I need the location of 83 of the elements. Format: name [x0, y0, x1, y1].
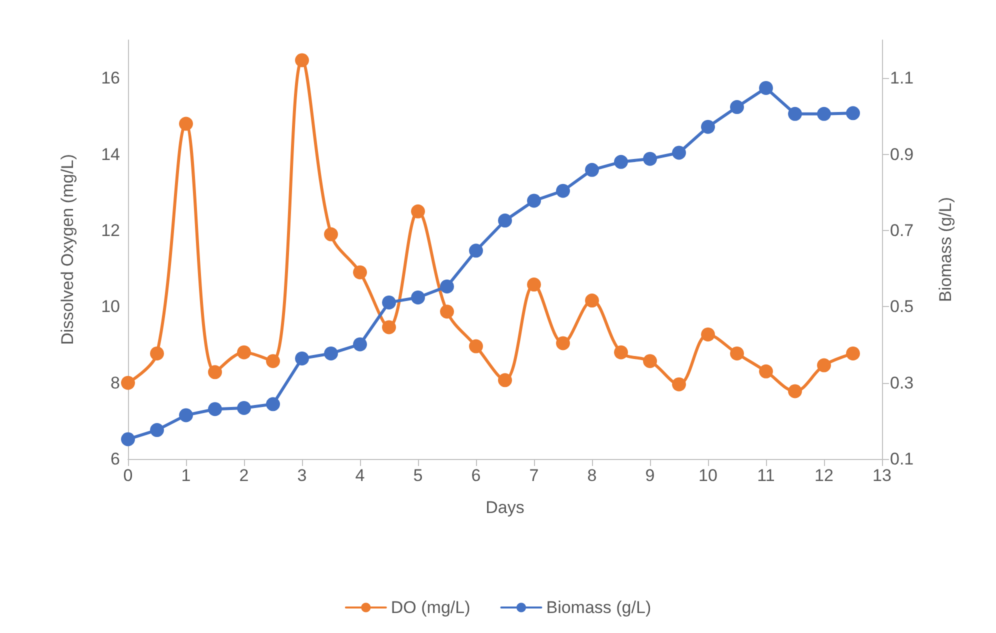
y-tick-label: 16 — [101, 68, 120, 88]
point — [643, 152, 657, 166]
point — [411, 290, 425, 304]
point — [556, 336, 570, 350]
x-tick-label: 0 — [123, 466, 133, 485]
point — [817, 106, 831, 121]
point — [208, 402, 222, 416]
x-tick-label: 9 — [645, 466, 655, 485]
point — [179, 116, 193, 131]
y-tick-label: 8 — [110, 373, 120, 392]
legend-label: Biomass (g/L) — [546, 598, 652, 617]
point — [672, 146, 686, 160]
point — [846, 346, 860, 360]
x-tick-label: 13 — [872, 466, 892, 485]
point — [498, 214, 512, 228]
point — [324, 346, 338, 360]
point — [324, 227, 338, 242]
x-tick-label: 2 — [239, 466, 249, 485]
point — [382, 320, 396, 334]
x-tick-label: 10 — [698, 466, 718, 485]
point — [817, 358, 831, 372]
point — [701, 327, 715, 342]
x-tick-label: 7 — [529, 466, 539, 485]
legend-label: DO (mg/L) — [390, 598, 470, 617]
point — [759, 364, 773, 378]
point — [498, 373, 512, 388]
y-axis-title: Dissolved Oxygen (mg/L) — [58, 154, 77, 345]
point — [614, 345, 628, 360]
point — [730, 346, 744, 360]
point — [208, 365, 222, 380]
y2-axis-title: Biomass (g/L) — [936, 197, 955, 302]
point — [585, 294, 599, 308]
x-tick-label: 11 — [757, 466, 775, 485]
x-tick-label: 4 — [355, 466, 365, 485]
point — [440, 279, 454, 294]
y2-tick-label: 0.5 — [890, 297, 914, 316]
point — [469, 244, 483, 258]
point — [469, 339, 483, 354]
point — [266, 354, 280, 368]
x-tick-label: 12 — [814, 466, 834, 485]
y2-tick-label: 0.3 — [890, 373, 914, 392]
point — [150, 346, 164, 360]
y-tick-label: 10 — [101, 297, 120, 316]
point — [614, 154, 628, 169]
y2-tick-label: 0.1 — [890, 450, 914, 468]
point — [788, 384, 802, 398]
y-tick-label: 6 — [110, 450, 120, 468]
x-tick-label: 5 — [413, 466, 423, 485]
point — [121, 376, 135, 390]
y-tick-label: 12 — [101, 220, 120, 240]
x-axis-title: Days — [486, 498, 524, 517]
x-tick-label: 3 — [297, 466, 307, 485]
point — [701, 120, 715, 134]
point — [382, 295, 396, 310]
point — [179, 408, 193, 422]
point — [556, 184, 570, 198]
point — [237, 400, 251, 415]
y2-tick-label: 1.1 — [890, 68, 914, 88]
point — [353, 337, 367, 352]
y2-tick-label: 0.7 — [890, 220, 914, 240]
point — [585, 162, 599, 177]
x-tick-label: 6 — [471, 466, 481, 485]
point — [266, 397, 280, 412]
y2-tick-label: 0.9 — [890, 144, 914, 164]
point — [788, 106, 802, 121]
y-tick-label: 14 — [101, 144, 120, 164]
point — [150, 423, 164, 438]
point — [846, 106, 860, 120]
point — [672, 377, 686, 392]
point — [411, 204, 425, 218]
point — [730, 100, 744, 114]
point — [759, 81, 773, 95]
x-tick-label: 8 — [587, 466, 597, 485]
point — [353, 265, 367, 280]
point — [643, 354, 657, 368]
point — [237, 345, 251, 360]
point — [295, 351, 309, 366]
point — [121, 432, 135, 446]
point — [527, 278, 541, 292]
point — [295, 53, 309, 68]
point — [527, 194, 541, 208]
x-tick-label: 1 — [181, 466, 191, 485]
point — [440, 304, 454, 319]
